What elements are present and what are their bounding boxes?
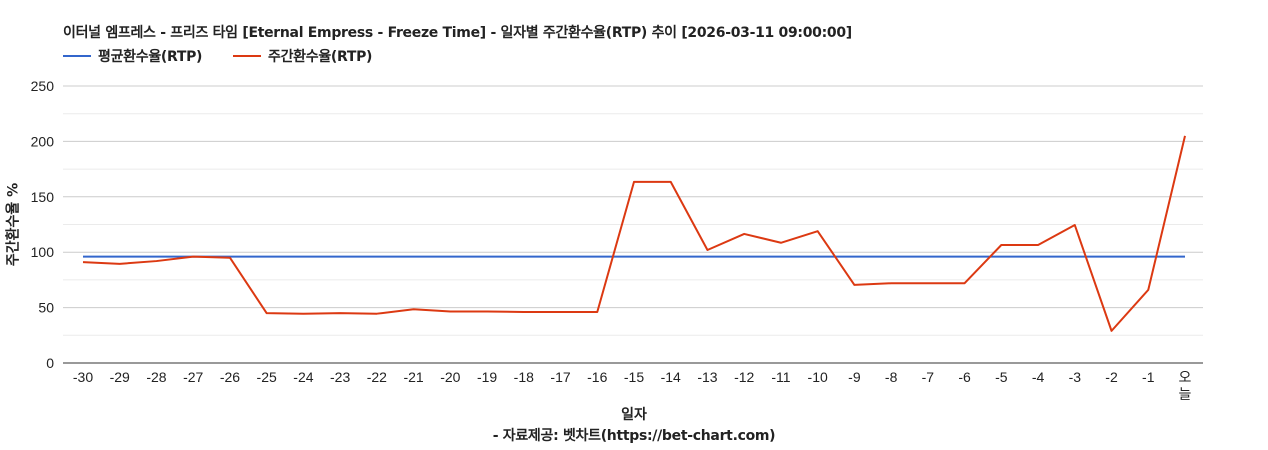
x-tick-label: -25 — [257, 369, 277, 385]
x-tick-label: -9 — [848, 369, 861, 385]
x-axis-label: 일자 — [621, 407, 647, 423]
x-tick-label: -20 — [440, 369, 460, 385]
x-tick-label: -29 — [110, 369, 130, 385]
x-tick-label: -28 — [146, 369, 166, 385]
legend-label-average: 평균환수율(RTP) — [98, 49, 203, 65]
x-tick-label: -8 — [885, 369, 898, 385]
y-tick-label: 0 — [46, 355, 54, 371]
x-tick-label: -17 — [550, 369, 570, 385]
x-tick-label: -27 — [183, 369, 203, 385]
x-tick-label: -7 — [922, 369, 935, 385]
x-tick-label: -5 — [995, 369, 1008, 385]
legend-item-weekly[interactable]: 주간환수율(RTP) — [233, 46, 372, 66]
x-tick-label: -4 — [1032, 369, 1045, 385]
x-tick-label: -16 — [587, 369, 607, 385]
x-tick-label: -12 — [734, 369, 754, 385]
x-tick-label: 오 — [1179, 370, 1192, 386]
x-tick-label: -30 — [73, 369, 93, 385]
x-tick-label: -13 — [697, 369, 717, 385]
x-tick-label: -2 — [1105, 369, 1118, 385]
y-tick-label: 100 — [31, 244, 55, 260]
legend-label-weekly: 주간환수율(RTP) — [268, 49, 373, 65]
legend-swatch-weekly — [233, 55, 261, 57]
x-tick-label: -3 — [1069, 369, 1082, 385]
y-tick-label: 200 — [31, 133, 55, 149]
y-tick-label: 50 — [38, 300, 54, 316]
legend-item-average[interactable]: 평균환수율(RTP) — [63, 46, 202, 66]
x-tick-label: -10 — [808, 369, 828, 385]
legend-swatch-average — [63, 55, 91, 57]
y-tick-label: 150 — [31, 189, 55, 205]
x-tick-label: -6 — [958, 369, 971, 385]
x-tick-label: -26 — [220, 369, 240, 385]
x-tick-label: -23 — [330, 369, 350, 385]
x-tick-label: -18 — [514, 369, 534, 385]
x-tick-label: -22 — [367, 369, 387, 385]
x-tick-label: -11 — [771, 369, 790, 385]
x-tick-label: -15 — [624, 369, 644, 385]
x-tick-label: -21 — [403, 369, 423, 385]
x-tick-label: -24 — [293, 369, 313, 385]
source-credit: - 자료제공: 벳차트(https://bet-chart.com) — [492, 428, 776, 444]
x-tick-label: 늘 — [1179, 387, 1192, 403]
weekly-rtp-line — [82, 135, 1186, 332]
x-tick-label: -14 — [661, 369, 681, 385]
y-tick-label: 250 — [31, 78, 55, 94]
chart-title: 이터널 엠프레스 - 프리즈 타임 [Eternal Empress - Fre… — [63, 25, 852, 41]
x-tick-label: -1 — [1142, 369, 1155, 385]
x-tick-label: -19 — [477, 369, 497, 385]
